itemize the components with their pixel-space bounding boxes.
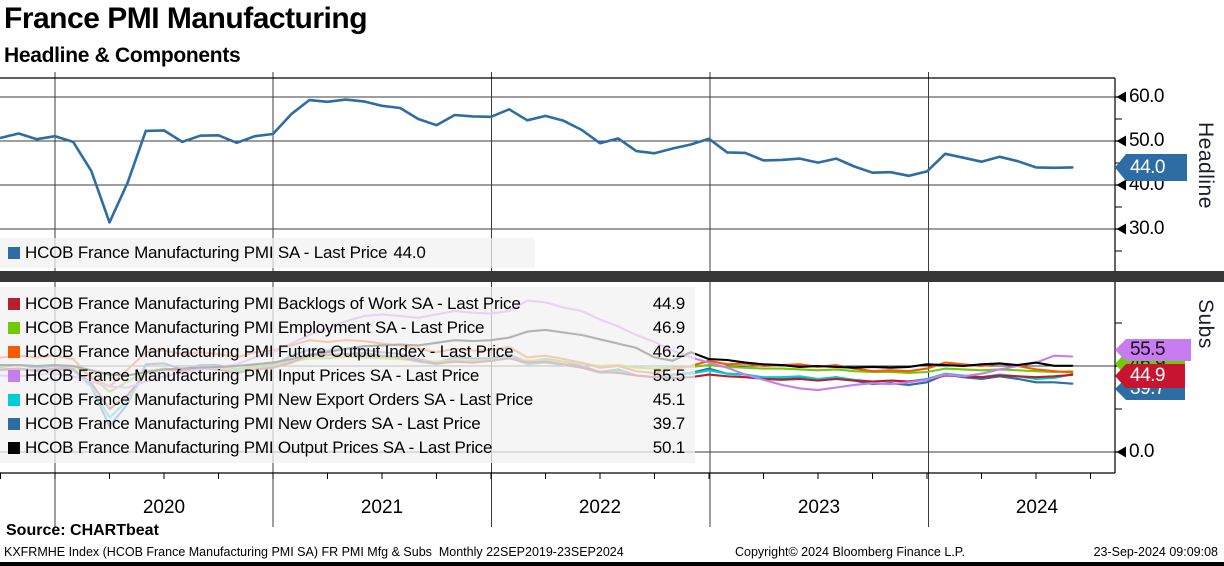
legend-item[interactable]: HCOB France Manufacturing PMI New Export… (0, 388, 695, 412)
legend-item[interactable]: HCOB France Manufacturing PMI New Orders… (0, 412, 695, 436)
x-axis-year-label: 2020 (142, 497, 186, 518)
legend-item[interactable]: HCOB France Manufacturing PMI SA - Last … (0, 241, 436, 265)
legend-item[interactable]: HCOB France Manufacturing PMI Output Pri… (0, 436, 695, 460)
y-tick-arrow (1116, 223, 1126, 235)
footer-copyright: Copyright© 2024 Bloomberg Finance L.P. (735, 545, 965, 559)
legend-swatch (8, 370, 20, 382)
y-tick-arrow (1116, 446, 1126, 458)
legend-label: HCOB France Manufacturing PMI Backlogs o… (25, 294, 521, 313)
source-label: Source: CHARTbeat (6, 522, 159, 539)
footer-ticker-info: KXFRMHE Index (HCOB France Manufacturing… (4, 545, 624, 559)
headline-legend: HCOB France Manufacturing PMI SA - Last … (0, 238, 535, 268)
page-subtitle: Headline & Components (4, 44, 241, 67)
legend-swatch (8, 322, 20, 334)
panel-divider[interactable] (0, 271, 1224, 282)
subs-legend: HCOB France Manufacturing PMI Backlogs o… (0, 287, 695, 463)
legend-last-price: 46.2 (652, 342, 685, 361)
legend-label: HCOB France Manufacturing PMI Output Pri… (25, 438, 493, 457)
y-axis-tick-label: 30.0 (1129, 218, 1164, 239)
legend-label: HCOB France Manufacturing PMI New Export… (25, 390, 533, 409)
subs-panel-label: Subs (1194, 299, 1217, 349)
legend-swatch (8, 298, 20, 310)
legend-swatch (8, 394, 20, 406)
legend-item[interactable]: HCOB France Manufacturing PMI Input Pric… (0, 364, 695, 388)
legend-label: HCOB France Manufacturing PMI SA - Last … (25, 243, 388, 262)
legend-swatch (8, 418, 20, 430)
legend-label: HCOB France Manufacturing PMI New Orders… (25, 414, 481, 433)
legend-last-price: 39.7 (652, 414, 685, 433)
last-price-badge: 44.0 (1115, 154, 1187, 181)
footer-timestamp: 23-Sep-2024 09:09:08 (1093, 545, 1218, 559)
bottom-bar (0, 562, 1224, 566)
x-axis-year-label: 2021 (360, 497, 404, 518)
legend-last-price: 46.9 (652, 318, 685, 337)
legend-last-price: 55.5 (652, 366, 685, 385)
data-line (0, 98, 1074, 224)
legend-label: HCOB France Manufacturing PMI Future Out… (25, 342, 514, 361)
last-price-badge: 44.9 (1115, 364, 1185, 388)
legend-last-price: 44.0 (393, 243, 426, 262)
headline-panel-label: Headline (1194, 122, 1217, 209)
legend-swatch (8, 442, 20, 454)
legend-item[interactable]: HCOB France Manufacturing PMI Backlogs o… (0, 292, 695, 316)
legend-last-price: 50.1 (652, 438, 685, 457)
y-tick-arrow (1116, 135, 1126, 147)
x-axis-year-label: 2022 (578, 497, 622, 518)
last-price-badge: 55.5 (1115, 339, 1191, 361)
y-tick-arrow (1116, 91, 1126, 103)
page-title: France PMI Manufacturing (4, 2, 368, 35)
legend-last-price: 44.9 (652, 294, 685, 313)
x-axis-year-label: 2024 (1015, 497, 1059, 518)
legend-swatch (8, 247, 20, 259)
x-axis-year-label: 2023 (797, 497, 841, 518)
y-axis-tick-label: 0.0 (1129, 441, 1154, 462)
legend-item[interactable]: HCOB France Manufacturing PMI Future Out… (0, 340, 695, 364)
y-axis-tick-label: 50.0 (1129, 130, 1164, 151)
legend-swatch (8, 346, 20, 358)
legend-label: HCOB France Manufacturing PMI Employment… (25, 318, 485, 337)
legend-last-price: 45.1 (652, 390, 685, 409)
legend-label: HCOB France Manufacturing PMI Input Pric… (25, 366, 480, 385)
y-tick-arrow (1116, 179, 1126, 191)
legend-item[interactable]: HCOB France Manufacturing PMI Employment… (0, 316, 695, 340)
y-axis-tick-label: 60.0 (1129, 86, 1164, 107)
